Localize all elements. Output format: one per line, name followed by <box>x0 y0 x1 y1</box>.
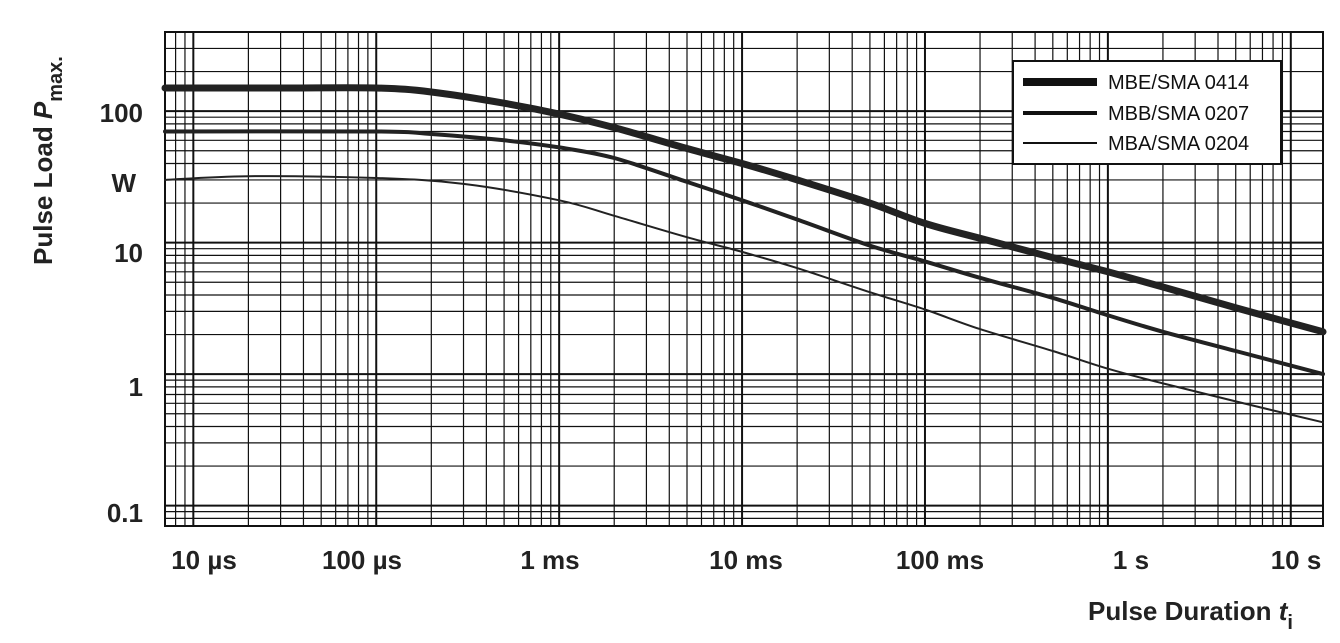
x-tick-label: 10 µs <box>171 545 237 575</box>
series-line-2 <box>164 175 1324 424</box>
y-axis-title: Pulse Load Pmax. <box>28 56 67 265</box>
x-tick-label: 1 s <box>1113 545 1149 575</box>
plot-frame <box>164 31 1324 527</box>
y-tick-label: 0.1 <box>107 498 143 528</box>
legend: MBE/SMA 0414 MBB/SMA 0207 MBA/SMA 0204 <box>1012 60 1282 165</box>
y-tick-labels: 0.1 1 10 100 W <box>100 98 143 528</box>
x-tick-label: 10 s <box>1271 545 1322 575</box>
y-tick-label: 100 <box>100 98 143 128</box>
x-tick-label: 1 ms <box>520 545 579 575</box>
series-line-0 <box>161 84 1327 336</box>
y-unit-label: W <box>111 168 136 198</box>
y-tick-label: 10 <box>114 238 143 268</box>
y-tick-label: 1 <box>129 372 143 402</box>
x-tick-label: 100 ms <box>896 545 984 575</box>
x-tick-labels: 10 µs 100 µs 1 ms 10 ms 100 ms 1 s 10 s <box>171 545 1321 575</box>
plot-grid <box>164 31 1323 527</box>
series-line-1 <box>163 129 1325 377</box>
legend-label: MBB/SMA 0207 <box>1108 103 1249 125</box>
x-tick-label: 100 µs <box>322 545 402 575</box>
x-axis-title: Pulse Duration ti <box>1088 596 1293 634</box>
legend-label: MBE/SMA 0414 <box>1108 72 1249 94</box>
x-tick-label: 10 ms <box>709 545 783 575</box>
legend-label: MBA/SMA 0204 <box>1108 133 1249 155</box>
series-lines <box>161 84 1327 424</box>
